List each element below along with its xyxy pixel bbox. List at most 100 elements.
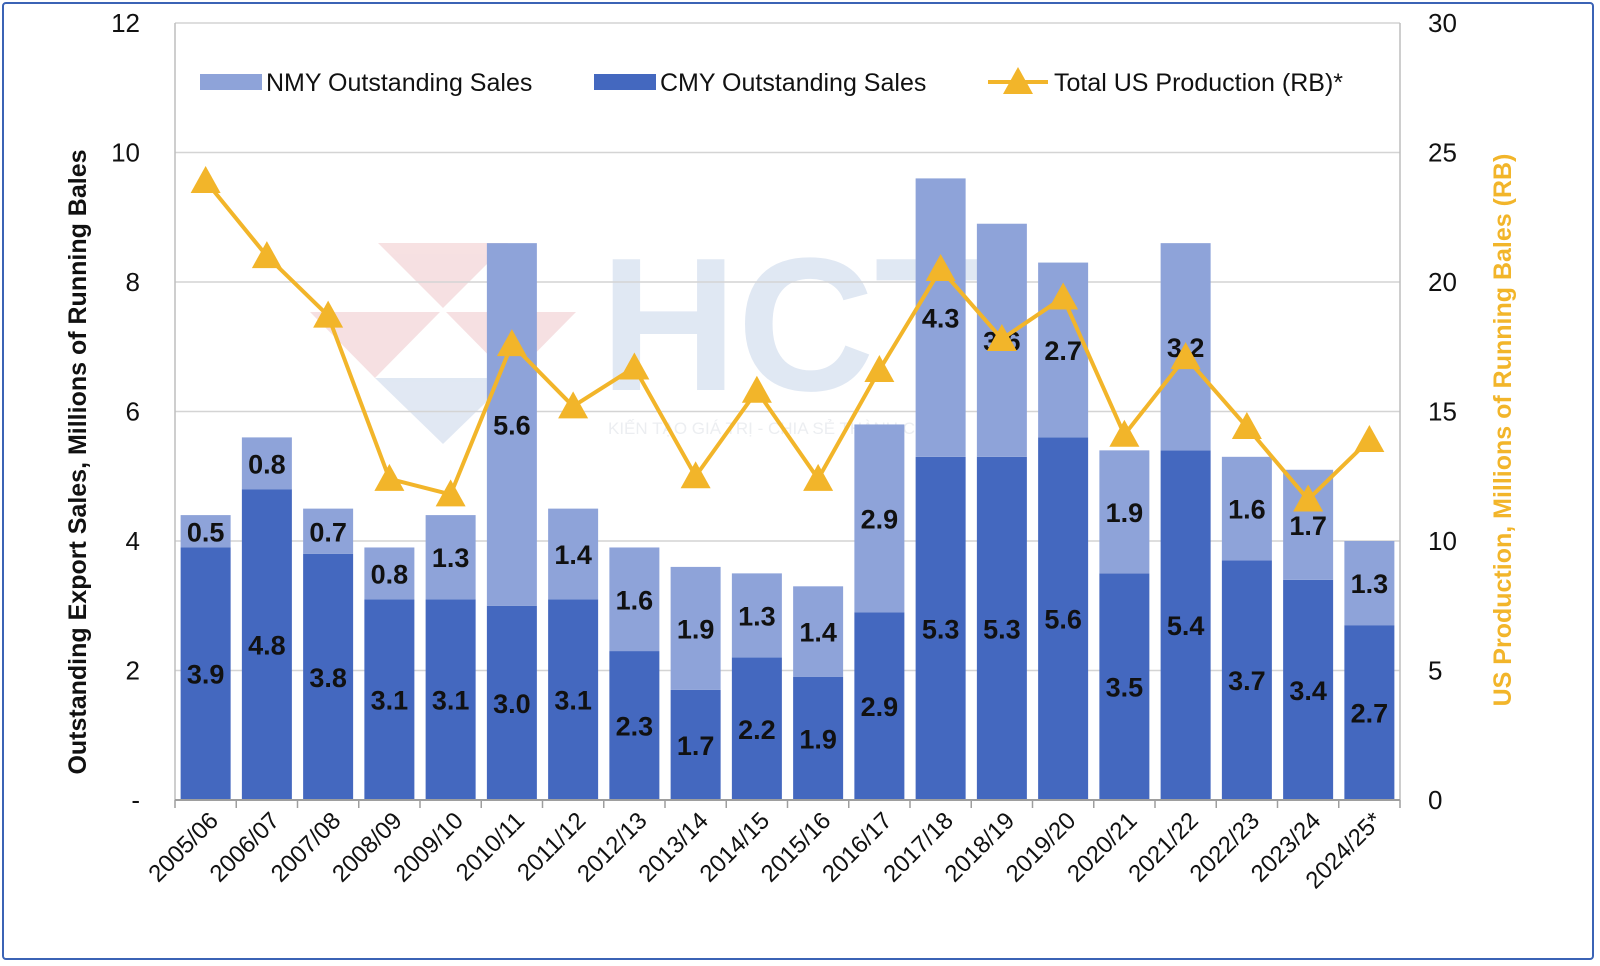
y2-tick-label: 20 bbox=[1428, 267, 1457, 297]
bar-cmy bbox=[1344, 625, 1395, 800]
bar-nmy bbox=[364, 547, 415, 600]
y-tick-label: 12 bbox=[111, 8, 140, 38]
legend: NMY Outstanding Sales CMY Outstanding Sal… bbox=[200, 67, 1343, 97]
production-marker bbox=[741, 375, 772, 403]
legend-marker bbox=[1003, 67, 1033, 94]
bar-nmy bbox=[731, 573, 782, 658]
data-label-nmy: 0.8 bbox=[248, 449, 286, 479]
production-marker bbox=[1354, 424, 1385, 452]
legend-swatch bbox=[200, 74, 262, 90]
legend-label: Total US Production (RB)* bbox=[1054, 69, 1343, 97]
data-label-cmy: 5.3 bbox=[922, 614, 960, 644]
data-label-cmy: 2.9 bbox=[861, 692, 899, 722]
y2-tick-label: 15 bbox=[1428, 397, 1457, 427]
bar-nmy bbox=[854, 424, 905, 613]
data-label-cmy: 1.7 bbox=[677, 731, 715, 761]
bar-cmy bbox=[915, 456, 966, 800]
data-label-nmy: 1.7 bbox=[1289, 511, 1327, 541]
production-line bbox=[190, 165, 1385, 512]
legend-label: NMY Outstanding Sales bbox=[266, 69, 532, 97]
y-tick-label: 8 bbox=[126, 267, 140, 297]
data-label-cmy: 3.0 bbox=[493, 689, 531, 719]
data-label-nmy: 0.8 bbox=[371, 559, 409, 589]
production-marker bbox=[251, 241, 282, 269]
data-label-cmy: 3.8 bbox=[309, 663, 347, 693]
bar-cmy bbox=[1160, 450, 1211, 800]
bar-nmy bbox=[486, 243, 537, 606]
bar-nmy bbox=[180, 515, 231, 548]
production-marker bbox=[925, 254, 956, 282]
y-tick-label: - bbox=[131, 785, 140, 815]
production-marker bbox=[313, 300, 344, 328]
y2-tick-label: 0 bbox=[1428, 785, 1442, 815]
bar-nmy bbox=[915, 178, 966, 457]
data-label-nmy: 1.3 bbox=[432, 543, 470, 573]
data-label-cmy: 3.1 bbox=[554, 686, 592, 716]
bar-cmy bbox=[180, 547, 231, 800]
production-marker bbox=[1170, 342, 1201, 370]
bar-nmy bbox=[548, 508, 599, 600]
data-label-nmy: 1.9 bbox=[1106, 498, 1144, 528]
bar-cmy bbox=[731, 657, 782, 800]
y2-tick-label: 10 bbox=[1428, 526, 1457, 556]
y-tick-label: 2 bbox=[126, 656, 140, 686]
data-label-cmy: 3.1 bbox=[371, 686, 409, 716]
data-label-nmy: 1.4 bbox=[799, 618, 837, 648]
data-label-nmy: 2.9 bbox=[861, 504, 899, 534]
data-label-cmy: 5.3 bbox=[983, 614, 1021, 644]
data-label-cmy: 2.3 bbox=[616, 712, 654, 742]
bar-cmy bbox=[1283, 579, 1334, 800]
watermark-triangle-top bbox=[378, 243, 508, 308]
production-marker bbox=[803, 463, 834, 491]
bar-cmy bbox=[670, 689, 721, 800]
data-label-nmy: 1.3 bbox=[1351, 569, 1389, 599]
production-marker bbox=[680, 461, 711, 489]
production-marker bbox=[1231, 412, 1262, 440]
bar-cmy bbox=[1099, 573, 1150, 800]
bar-cmy bbox=[854, 612, 905, 800]
data-label-cmy: 2.7 bbox=[1351, 699, 1389, 729]
y-tick-label: 10 bbox=[111, 138, 140, 168]
bar-nmy bbox=[241, 437, 292, 490]
production-line-path bbox=[204, 179, 1371, 502]
bar-nmy bbox=[1099, 450, 1150, 574]
y2-tick-label: 5 bbox=[1428, 656, 1442, 686]
y-axis-label: Outstanding Export Sales, Millions of Ru… bbox=[64, 149, 92, 774]
production-marker bbox=[619, 352, 650, 380]
data-label-nmy: 1.9 bbox=[677, 614, 715, 644]
bar-cmy bbox=[1038, 437, 1089, 800]
production-marker bbox=[1293, 484, 1324, 512]
production-marker bbox=[1048, 282, 1079, 310]
data-label-nmy: 1.4 bbox=[554, 540, 592, 570]
bar-cmy bbox=[425, 599, 476, 800]
bar-nmy bbox=[609, 547, 660, 652]
data-label-cmy: 3.7 bbox=[1228, 666, 1266, 696]
y2-axis-label: US Production, Millions of Running Bales… bbox=[1489, 154, 1517, 707]
data-label-nmy: 1.3 bbox=[738, 601, 776, 631]
bar-cmy bbox=[303, 553, 354, 800]
bar-cmy bbox=[548, 599, 599, 800]
production-marker bbox=[864, 355, 895, 383]
bar-nmy bbox=[1221, 456, 1272, 561]
y-tick-label: 4 bbox=[126, 526, 140, 556]
bar-cmy bbox=[241, 489, 292, 800]
bar-nmy bbox=[425, 515, 476, 600]
data-label-nmy: 4.3 bbox=[922, 304, 960, 334]
y-tick-label: 6 bbox=[126, 397, 140, 427]
data-label-nmy: 0.7 bbox=[309, 517, 347, 547]
bar-cmy bbox=[486, 605, 537, 800]
data-label-cmy: 1.9 bbox=[799, 724, 837, 754]
production-marker bbox=[558, 391, 589, 419]
bar-cmy bbox=[609, 651, 660, 800]
watermark: HCT KIẾN TẠO GIÁ TRỊ - CHIA SẺ THÀNH CÔN… bbox=[310, 219, 990, 444]
bar-cmy bbox=[793, 676, 844, 800]
bar-cmy bbox=[364, 599, 415, 800]
data-label-nmy: 5.6 bbox=[493, 410, 531, 440]
bar-labels: 3.9 0.5 4.8 0.8 3.8 0.7 3.1 0.8 3.1 1.3 3.0 5.6 3.1 1… bbox=[187, 304, 1388, 761]
data-label-cmy: 4.8 bbox=[248, 631, 286, 661]
production-marker bbox=[374, 463, 405, 491]
bar-nmy bbox=[303, 508, 354, 554]
data-label-cmy: 3.4 bbox=[1289, 676, 1327, 706]
